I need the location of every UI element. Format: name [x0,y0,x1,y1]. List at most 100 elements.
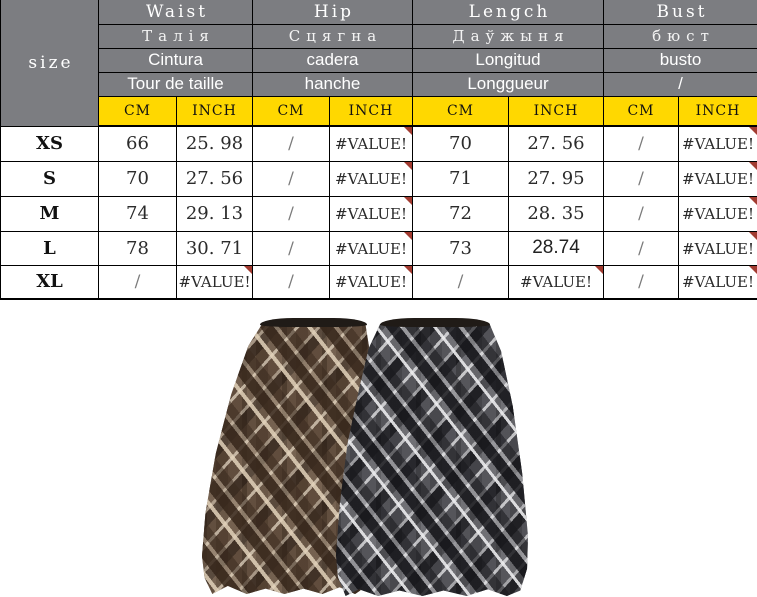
cell-m-waist-cm: 74 [98,195,177,232]
error-corner-flag [404,127,412,135]
error-corner-flag [749,162,757,170]
header-waist-es: Cintura [98,47,253,73]
unit-waist-inch: INCH [176,95,253,127]
cell-xs-hip-inch: #VALUE! [329,125,413,162]
cell-xs-hip-cm: / [252,125,330,162]
error-corner-flag [749,197,757,205]
header-hip-fr: hanche [252,71,413,97]
header-bust-cyr: бюст [603,23,757,49]
cell-xs-bust-inch: #VALUE! [678,125,757,162]
black-white-plaid-skirt-photo [336,318,528,596]
cell-xs-bust-cm: / [603,125,679,162]
cell-l-waist-cm: 78 [98,230,177,266]
row-label-xl: XL [0,264,99,300]
cell-xl-bust-inch: #VALUE! [678,264,757,300]
unit-length-inch: INCH [508,95,604,127]
skirt-body [336,324,528,596]
cell-s-bust-cm: / [603,160,679,197]
table-row-xs: XS 66 25. 98 / #VALUE! 70 27. 56 / #VALU… [0,125,757,162]
error-corner-flag [404,162,412,170]
header-row-english: size Waist Hip Lengch Bust [0,0,757,127]
unit-bust-inch: INCH [678,95,757,127]
cell-m-bust-inch: #VALUE! [678,195,757,232]
cell-s-waist-cm: 70 [98,160,177,197]
cell-m-waist-inch: 29. 13 [176,195,253,232]
table-row-xl: XL / #VALUE! / #VALUE! / #VALUE! / #VALU… [0,264,757,300]
error-corner-flag [749,232,757,240]
cell-xl-waist-inch: #VALUE! [176,264,253,300]
header-row-spanish: Cintura cadera Longitud busto [1,47,757,73]
header-waist-en: Waist [98,0,253,25]
cell-m-hip-cm: / [252,195,330,232]
cell-xl-waist-cm: / [98,264,177,300]
cell-xl-hip-cm: / [252,264,330,300]
cell-xl-hip-inch: #VALUE! [329,264,413,300]
error-corner-flag [404,232,412,240]
error-corner-flag [404,266,412,274]
cell-xs-length-inch: 27. 56 [508,125,604,162]
header-length-fr: Longgueur [412,71,604,97]
table-row-s: S 70 27. 56 / #VALUE! 71 27. 95 / #VALUE… [0,160,757,197]
unit-length-cm: CM [412,95,509,127]
table-row-m: M 74 29. 13 / #VALUE! 72 28. 35 / #VALUE… [0,195,757,232]
cell-m-bust-cm: / [603,195,679,232]
size-corner-label: size [0,0,99,127]
row-label-xs: XS [0,125,99,162]
skirt-waistband [260,318,368,327]
unit-row: CM INCH CM INCH CM INCH CM INCH [1,95,757,127]
product-photos [200,310,556,597]
cell-l-waist-inch: 30. 71 [176,230,253,266]
size-chart-table: size Waist Hip Lengch Bust Талія Сцягна … [0,0,757,300]
unit-bust-cm: CM [603,95,679,127]
header-row-french: Tour de taille hanche Longgueur / [1,71,757,97]
cell-s-length-inch: 27. 95 [508,160,604,197]
error-corner-flag [595,266,603,274]
cell-l-length-inch: 28.74 [508,230,604,266]
unit-hip-inch: INCH [329,95,413,127]
cell-xl-bust-cm: / [603,264,679,300]
cell-m-hip-inch: #VALUE! [329,195,413,232]
header-length-es: Longitud [412,47,604,73]
cell-xs-length-cm: 70 [412,125,509,162]
error-corner-flag [749,266,757,274]
header-hip-es: cadera [252,47,413,73]
row-label-m: M [0,195,99,232]
row-label-s: S [0,160,99,197]
cell-m-length-inch: 28. 35 [508,195,604,232]
size-corner-text: size [28,52,74,73]
unit-hip-cm: CM [252,95,330,127]
cell-xs-waist-cm: 66 [98,125,177,162]
cell-s-waist-inch: 27. 56 [176,160,253,197]
cell-l-bust-inch: #VALUE! [678,230,757,266]
header-hip-en: Hip [252,0,413,25]
cell-xs-waist-inch: 25. 98 [176,125,253,162]
cell-s-hip-inch: #VALUE! [329,160,413,197]
header-bust-en: Bust [603,0,757,25]
header-waist-cyr: Талія [98,23,253,49]
error-corner-flag [749,127,757,135]
cell-l-bust-cm: / [603,230,679,266]
header-row-cyrillic: Талія Сцягна Даўжыня бюст [1,23,757,49]
cell-xl-length-cm: / [412,264,509,300]
error-corner-flag [244,266,252,274]
header-length-cyr: Даўжыня [412,23,604,49]
error-corner-flag [404,197,412,205]
cell-l-hip-inch: #VALUE! [329,230,413,266]
unit-waist-cm: CM [98,95,177,127]
header-hip-cyr: Сцягна [252,23,413,49]
cell-s-length-cm: 71 [412,160,509,197]
row-label-l: L [0,230,99,266]
cell-l-hip-cm: / [252,230,330,266]
cell-m-length-cm: 72 [412,195,509,232]
cell-s-bust-inch: #VALUE! [678,160,757,197]
cell-xl-length-inch: #VALUE! [508,264,604,300]
header-bust-es: busto [603,47,757,73]
cell-s-hip-cm: / [252,160,330,197]
header-waist-fr: Tour de taille [98,71,253,97]
cell-l-length-cm: 73 [412,230,509,266]
table-row-l: L 78 30. 71 / #VALUE! 73 28.74 / #VALUE! [0,230,757,266]
skirt-waistband [380,318,490,327]
header-bust-fr: / [603,71,757,97]
header-length-en: Lengch [412,0,604,25]
